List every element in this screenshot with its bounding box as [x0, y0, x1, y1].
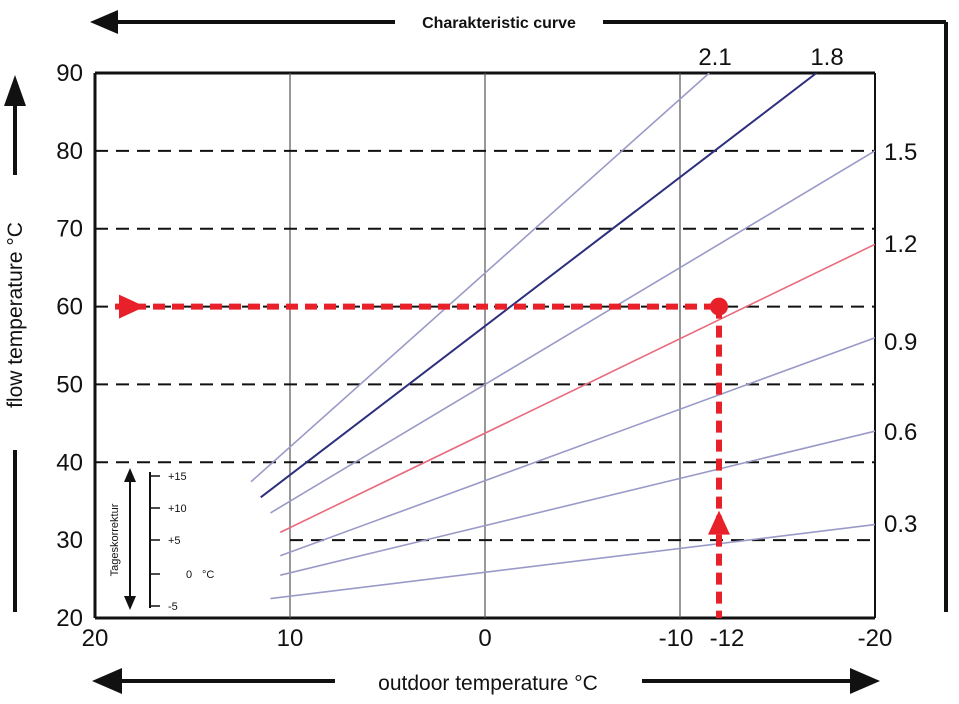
curve-0-6: [280, 430, 875, 576]
y-tick-label: 50: [56, 371, 83, 398]
day-correction-tick-label: +5: [168, 535, 181, 547]
day-correction-label: Tageskorrektur: [109, 503, 121, 576]
curve-label-right: 1.2: [884, 231, 917, 258]
curve-2-1: [250, 73, 710, 483]
day-correction-tick-label: 0: [186, 569, 192, 581]
y-tick-label: 20: [56, 605, 83, 632]
characteristic-curves: [250, 73, 875, 600]
day-correction-unit: °C: [202, 569, 214, 581]
curve-1-8: [260, 73, 818, 499]
tick-labels: 20 30 40 50 60 70 80 90 20 10 0 -10 -12 -20: [56, 60, 892, 652]
curve-0-9: [279, 336, 875, 557]
day-correction-tick-label: +10: [168, 503, 187, 515]
day-correction-tick-label: +15: [168, 471, 187, 483]
y-arrow-head: [4, 75, 26, 106]
example-arrow-left: [119, 294, 145, 319]
curve-label-right: 1.5: [884, 139, 917, 166]
curve-label-top: 1.8: [810, 44, 843, 71]
day-correction-arrow-down: [124, 596, 136, 610]
x-tick-label: 10: [277, 625, 304, 652]
curve-label-right: 0.9: [884, 329, 917, 356]
curve-0-3: [270, 523, 875, 600]
title-arrow-head: [90, 10, 118, 34]
day-correction-arrow-up: [124, 468, 136, 482]
example-reading: [115, 294, 730, 618]
example-arrow-up: [708, 510, 730, 535]
day-correction-scale: +15 +10 +5 0 -5 °C Tageskorrektur: [109, 468, 214, 613]
x-tick-label: -20: [858, 625, 893, 652]
y-tick-label: 90: [56, 60, 83, 87]
y-tick-label: 40: [56, 449, 83, 476]
y-tick-label: 70: [56, 216, 83, 243]
curve-1-2: [279, 243, 875, 534]
curve-1-5: [270, 150, 875, 514]
y-tick-label: 60: [56, 294, 83, 321]
x-tick-label: 0: [478, 625, 491, 652]
curve-label-right: 0.3: [884, 511, 917, 538]
y-tick-label: 80: [56, 138, 83, 165]
curve-label-right: 0.6: [884, 419, 917, 446]
y-tick-label: 30: [56, 527, 83, 554]
x-axis-title: outdoor temperature °C: [378, 672, 598, 695]
day-correction-tick-label: -5: [168, 601, 178, 613]
curve-label-top: 2.1: [698, 44, 731, 71]
example-point: [710, 297, 728, 316]
gridlines: [95, 73, 875, 618]
y-axis-title: flow temperature °C: [4, 222, 27, 408]
x-tick-label: 20: [82, 625, 109, 652]
x-tick-label: -12: [710, 625, 745, 652]
x-arrow-head-right: [850, 668, 880, 694]
x-arrow-head-left: [92, 668, 122, 694]
x-tick-label: -10: [659, 625, 694, 652]
chart-title: Charakteristic curve: [422, 15, 576, 32]
curve-labels: 2.1 1.8 1.5 1.2 0.9 0.6 0.3: [698, 44, 917, 538]
